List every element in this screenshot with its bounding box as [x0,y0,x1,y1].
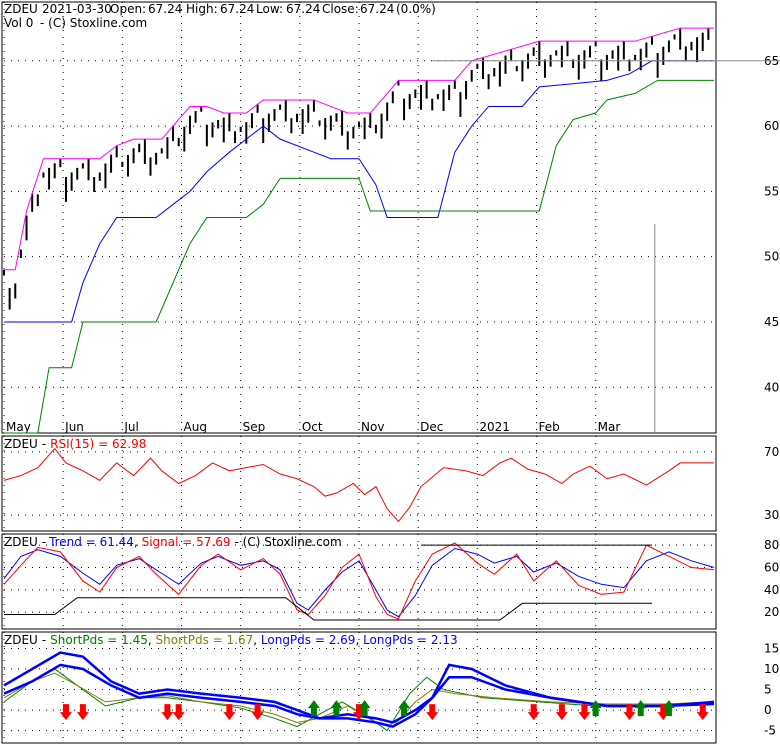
y-tick-label: 70 [764,445,779,459]
x-tick-label: Jul [123,420,138,434]
shortpds-line [3,668,715,732]
low-label: Low: [256,2,283,16]
band-line [4,597,653,621]
sell-arrow-icon [555,704,568,721]
low-value: 67.24 [286,2,320,16]
price-legend: ZDEU 2021-03-30 Open: 67.24 High: 67.24 … [4,2,436,30]
y-tick-label: 55 [764,184,779,198]
x-tick-label: Dec [420,420,443,434]
buy-arrow-icon [358,700,371,717]
x-tick-label: Feb [539,420,560,434]
y-tick-label: 50 [764,250,779,264]
buy-arrow-icon [307,700,320,717]
change-value: (0.0%) [396,2,436,16]
y-tick-label: 45 [764,315,779,329]
y-tick-label: 40 [764,583,779,597]
longpds-line [3,663,715,724]
trend-legend: ZDEU - Trend = 61.44, Signal = 57.69- (C) … [4,535,342,549]
trend-panel: 80 60 40 20 [1,533,779,630]
sell-arrow-icon [426,704,439,721]
y-tick-label: 20 [764,605,779,619]
momentum-panel: 15 10 5 0 -5 [1,631,779,744]
buy-arrow-icon [634,700,647,717]
x-tick-label: Nov [361,420,384,434]
y-tick-label: 30 [764,508,779,522]
open-value: 67.24 [148,2,182,16]
close-label: Close: [322,2,359,16]
y-tick-label: 60 [764,119,779,133]
x-tick-label: Jun [64,420,84,434]
x-tick-label: Mar [598,420,621,434]
sell-arrow-icon [76,704,89,721]
high-label: High: [186,2,218,16]
buy-arrow-icon [398,700,411,717]
sell-arrow-icon [251,704,264,721]
y-tick-label: 0 [764,703,772,717]
x-tick-label: Aug [184,420,207,434]
y-tick-label: 80 [764,538,779,552]
buy-arrow-icon [589,700,602,717]
y-tick-label: 40 [764,380,779,394]
x-tick-label: 2021 [479,420,510,434]
close-value: 67.24 [360,2,394,16]
high-value: 67.24 [220,2,254,16]
rsi(15)-line [3,447,714,523]
x-tick-label: Sep [243,420,266,434]
copyright-label: - (C) Stoxline.com [40,16,147,30]
sell-arrow-icon [578,704,591,721]
rsi-legend: ZDEU - RSI(15) = 62.98 [4,437,146,451]
symbol-label: ZDEU [4,2,38,16]
y-tick-label: -5 [764,724,776,738]
signal-line [3,542,715,620]
band-line [4,79,714,434]
sell-arrow-icon [172,704,185,721]
y-tick-label: 60 [764,561,779,575]
sell-arrow-icon [527,704,540,721]
y-tick-label: 10 [764,662,779,676]
sell-arrow-icon [223,704,236,721]
date-label: 2021-03-30 [42,2,112,16]
sell-arrow-icon [696,704,709,721]
buy-arrow-icon [662,700,675,717]
y-tick-label: 15 [764,641,779,655]
momentum-legend: ZDEU - ShortPds = 1.45, ShortPds = 1.67, L… [4,633,458,647]
band-line [4,27,714,271]
x-tick-label: May [6,420,31,434]
panel-frame [1,1,717,434]
sell-arrow-icon [623,704,636,721]
open-label: Open: [110,2,146,16]
y-tick-label: 5 [764,683,772,697]
sell-arrow-icon [161,704,174,721]
longpds-line [3,651,715,728]
buy-arrow-icon [330,700,343,717]
volume-label: Vol 0 [4,16,33,30]
band-line [4,60,714,323]
sell-arrow-icon [59,704,72,721]
rsi-panel: 70 30 [1,435,779,532]
x-tick-label: Oct [302,420,323,434]
trend-line [3,547,715,618]
